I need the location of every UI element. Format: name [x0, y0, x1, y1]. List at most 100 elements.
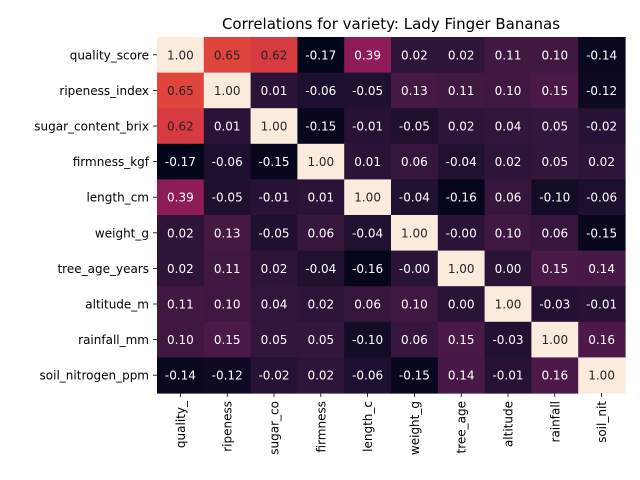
- cell-value-label: 0.39: [354, 48, 381, 62]
- cell-value-label: 0.06: [401, 333, 428, 347]
- row-label: rainfall_mm: [78, 333, 149, 347]
- row-labels: quality_score ripeness_index sugar_content…: [34, 48, 157, 383]
- cell-value-label: 0.10: [401, 298, 428, 312]
- heatmap-cell: [157, 250, 205, 287]
- cell-value-label: -0.16: [446, 191, 477, 205]
- heatmap-cell: [484, 286, 532, 323]
- cell-value-label: 0.05: [541, 120, 568, 134]
- cell-value-label: 0.62: [167, 120, 194, 134]
- heatmap-cell: [391, 143, 439, 180]
- cell-value-label: -0.02: [258, 369, 289, 383]
- heatmap-cell: [250, 215, 298, 252]
- cell-value-label: 0.02: [307, 298, 334, 312]
- cell-value-label: -0.04: [446, 155, 477, 169]
- cell-value-label: 1.00: [541, 333, 568, 347]
- cell-value-label: 0.11: [448, 84, 475, 98]
- heatmap-cell: [391, 286, 439, 323]
- heatmap-cell: [391, 179, 439, 216]
- heatmap-cell: [157, 72, 205, 109]
- cell-value-label: 0.15: [214, 333, 241, 347]
- column-label: ripeness: [221, 401, 235, 452]
- cell-value-label: 1.00: [495, 298, 522, 312]
- heatmap-cell: [157, 321, 205, 358]
- heatmap-cell: [437, 143, 486, 180]
- cell-value-label: 0.15: [541, 262, 568, 276]
- cell-value-label: 0.16: [541, 369, 568, 383]
- heatmap-cell: [250, 286, 298, 323]
- column-label: firmness: [314, 401, 328, 452]
- cell-value-label: 0.06: [495, 191, 522, 205]
- cell-value-label: 0.11: [167, 298, 194, 312]
- heatmap-cell: [531, 286, 579, 323]
- heatmap-cell: [297, 321, 345, 358]
- row-label: weight_g: [95, 226, 149, 240]
- cell-value-label: -0.17: [165, 155, 196, 169]
- row-label: tree_age_years: [57, 262, 149, 276]
- cell-value-label: -0.00: [399, 262, 430, 276]
- row-label: sugar_content_brix: [34, 120, 149, 134]
- cell-value-label: -0.15: [399, 369, 430, 383]
- cell-value-label: -0.15: [586, 226, 617, 240]
- heatmap-cell: [297, 286, 345, 323]
- column-label: weight_g: [408, 401, 422, 455]
- heatmap-cell: [203, 72, 252, 109]
- chart-title: Correlations for variety: Lady Finger Ba…: [222, 15, 560, 33]
- cell-annotations: 1.00 0.65 0.62 -0.17 0.39 0.02 0.02 0.11 0.10 -0.…: [165, 48, 617, 382]
- heatmap-cell: [437, 321, 486, 358]
- heatmap-cell: [437, 250, 486, 287]
- cell-value-label: 0.13: [214, 226, 241, 240]
- cell-value-label: -0.14: [165, 369, 196, 383]
- cell-value-label: 0.01: [214, 120, 241, 134]
- cell-value-label: -0.06: [305, 84, 336, 98]
- heatmap-cell: [344, 37, 392, 74]
- cell-value-label: 0.06: [307, 226, 334, 240]
- cell-value-label: 0.02: [167, 226, 194, 240]
- cell-value-label: -0.01: [352, 120, 383, 134]
- cell-value-label: -0.12: [586, 84, 617, 98]
- heatmap-cell: [250, 37, 298, 74]
- cell-value-label: 1.00: [401, 226, 428, 240]
- column-label: sugar_co: [268, 401, 282, 455]
- heatmap-cell: [437, 357, 486, 394]
- cell-value-label: -0.14: [586, 48, 617, 62]
- column-label: tree_age: [455, 401, 469, 454]
- heatmap-cell: [578, 143, 626, 180]
- heatmap-cell: [391, 108, 439, 145]
- heatmap-cell: [531, 37, 579, 74]
- heatmap-cell: [297, 72, 345, 109]
- heatmap-cell: [437, 108, 486, 145]
- cell-value-label: 0.65: [167, 84, 194, 98]
- heatmap-cell: [250, 321, 298, 358]
- heatmap-cell: [531, 143, 579, 180]
- cell-value-label: 1.00: [261, 120, 288, 134]
- cell-value-label: 0.15: [541, 84, 568, 98]
- cell-value-label: 1.00: [214, 84, 241, 98]
- cell-value-label: -0.10: [539, 191, 570, 205]
- cell-value-label: 0.04: [495, 120, 522, 134]
- cell-value-label: 0.06: [541, 226, 568, 240]
- heatmap-cell: [484, 215, 532, 252]
- heatmap-cell: [157, 108, 205, 145]
- cell-value-label: 0.00: [495, 262, 522, 276]
- heatmap-cell: [578, 179, 626, 216]
- cell-value-label: 0.04: [261, 298, 288, 312]
- cell-value-label: -0.01: [258, 191, 289, 205]
- heatmap-cell: [578, 250, 626, 287]
- cell-value-label: -0.01: [586, 298, 617, 312]
- heatmap-cell: [484, 179, 532, 216]
- heatmap-cell: [391, 357, 439, 394]
- cell-value-label: 1.00: [588, 369, 615, 383]
- heatmap-cell: [203, 37, 252, 74]
- row-label: altitude_m: [85, 298, 149, 312]
- cell-value-label: 0.01: [354, 155, 381, 169]
- cell-value-label: 1.00: [307, 155, 334, 169]
- cell-value-label: 0.02: [401, 48, 428, 62]
- heatmap-cell: [203, 143, 252, 180]
- row-label: quality_score: [70, 48, 149, 62]
- heatmap-cell: [157, 286, 205, 323]
- cell-value-label: -0.05: [212, 191, 243, 205]
- heatmap-cell: [250, 357, 298, 394]
- heatmap-cell: [203, 108, 252, 145]
- cell-value-label: -0.03: [492, 333, 523, 347]
- cell-value-label: -0.04: [352, 226, 383, 240]
